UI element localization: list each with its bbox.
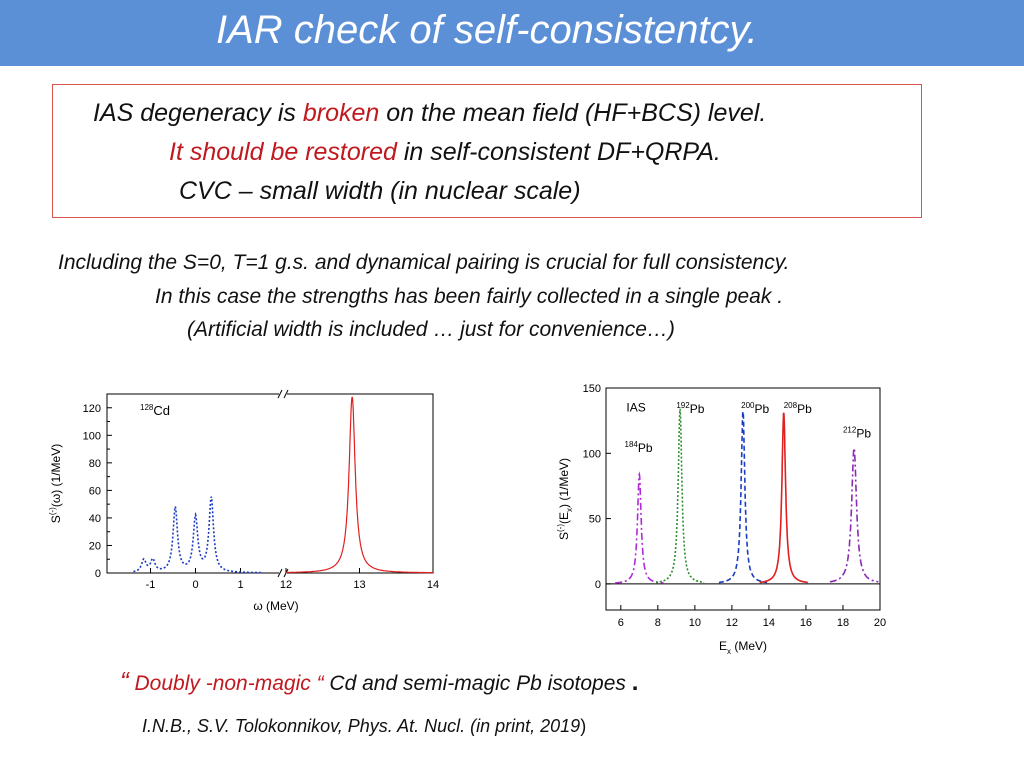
- x-tick-label: 18: [837, 617, 849, 629]
- y-axis-label: S(-)(ω) (1/MeV): [48, 444, 63, 523]
- y-tick-label: 120: [83, 403, 101, 415]
- axis-break-top-mark-0: [277, 389, 283, 399]
- box-line-2-b: in self-consistent DF+QRPA.: [396, 138, 721, 166]
- footer-dot: .: [631, 669, 639, 696]
- y-tick-label: 80: [89, 458, 101, 470]
- curve-208Pb: [759, 412, 808, 584]
- curve-200Pb: [718, 411, 768, 584]
- axis-break-top-gap: [279, 391, 287, 397]
- desc-line-1: Including the S=0, T=1 g.s. and dynamica…: [58, 251, 790, 274]
- box-line-1-c: on the mean field (HF+BCS) level.: [379, 99, 767, 127]
- x-axis-label: ω (MeV): [253, 599, 298, 613]
- label-212-pb: 212Pb: [843, 426, 871, 441]
- box-line-2-restored: It should be restored: [169, 138, 397, 166]
- y-tick-label: 60: [89, 485, 101, 497]
- y-tick-label: 100: [583, 448, 601, 460]
- cd128-strength-chart: 0 20 40 60 80 100 120 -1 0 1 12 13 14 128Cd ω (MeV) S(-…: [48, 389, 439, 613]
- desc-line-3: (Artificial width is included … just for…: [187, 318, 675, 341]
- x-tick-label: 14: [763, 617, 775, 629]
- y-axis-label: S(-)(Ex) (1/MeV): [556, 458, 574, 540]
- axis-break-bottom-mark-0: [277, 568, 283, 578]
- y-tick-label: 20: [89, 540, 101, 552]
- cd-low-energy-curve: [133, 496, 263, 574]
- cd-ias-peak-curve: [286, 396, 433, 574]
- x-tick-label: 16: [800, 617, 812, 629]
- label-ias-ias: IAS: [626, 401, 645, 415]
- x-tick-label: 20: [874, 617, 886, 629]
- box-line-1: IAS degeneracy is broken on the mean fie…: [93, 99, 766, 128]
- axis-break-bottom-gap: [279, 570, 287, 576]
- x-axis-label: Ex (MeV): [719, 639, 767, 656]
- citation-text: I.N.B., S.V. Tolokonnikov, Phys. At. Nuc…: [142, 716, 581, 736]
- x-tick-label: 14: [427, 579, 439, 591]
- x-tick-label: 10: [689, 617, 701, 629]
- y-tick-label: 150: [583, 383, 601, 395]
- quote-open: “: [120, 666, 129, 696]
- curve-212Pb: [829, 445, 879, 583]
- x-tick-label: 8: [655, 617, 661, 629]
- x-tick-label: 12: [726, 617, 738, 629]
- axis-break-top-mark-1: [283, 389, 289, 399]
- box-line-2: It should be restored in self-consistent…: [169, 138, 721, 167]
- label-184-pb: 184Pb: [625, 440, 653, 455]
- plot-frame: [605, 387, 881, 611]
- slide-title: IAR check of self-consistentcy.: [216, 8, 758, 52]
- y-tick-label: 0: [95, 568, 101, 580]
- footer-rest: Cd and semi-magic Pb isotopes: [323, 672, 632, 695]
- y-tick-label: 100: [83, 430, 101, 442]
- curve-184Pb: [614, 471, 664, 584]
- box-line-1-broken: broken: [302, 99, 380, 127]
- x-tick-label: 13: [353, 579, 365, 591]
- plot-frame: [106, 393, 434, 574]
- label-200-pb: 200Pb: [741, 401, 769, 416]
- doubly-non-magic: Doubly -non-magic “: [128, 672, 324, 695]
- x-tick-label: 0: [192, 579, 198, 591]
- footer-caption: “ Doubly -non-magic “ Cd and semi-magic …: [120, 666, 638, 697]
- box-line-1-a: IAS degeneracy is: [93, 99, 303, 127]
- x-tick-label: 12: [280, 579, 292, 591]
- x-tick-label: -1: [146, 579, 156, 591]
- label-192-pb: 192Pb: [676, 401, 704, 416]
- y-tick-label: 0: [595, 579, 601, 591]
- title-bar: IAR check of self-consistentcy.: [0, 0, 1024, 66]
- highlight-box: IAS degeneracy is broken on the mean fie…: [52, 84, 922, 218]
- x-tick-label: 6: [618, 617, 624, 629]
- desc-line-2: In this case the strengths has been fair…: [155, 285, 784, 308]
- label-208-pb: 208Pb: [784, 401, 812, 416]
- curve-192Pb: [655, 408, 705, 584]
- y-tick-label: 40: [89, 513, 101, 525]
- y-tick-label: 50: [589, 514, 601, 526]
- box-line-3: CVC – small width (in nuclear scale): [179, 177, 581, 205]
- citation: I.N.B., S.V. Tolokonnikov, Phys. At. Nuc…: [142, 716, 586, 737]
- citation-close: ): [580, 716, 587, 736]
- cd128-annotation: 128Cd: [140, 403, 170, 418]
- x-tick-label: 1: [237, 579, 243, 591]
- pb-isotopes-strength-chart: 0 50 100 150 6 8 10 12 14 16 18 20 IAS 184Pb 192Pb 200P…: [556, 383, 886, 656]
